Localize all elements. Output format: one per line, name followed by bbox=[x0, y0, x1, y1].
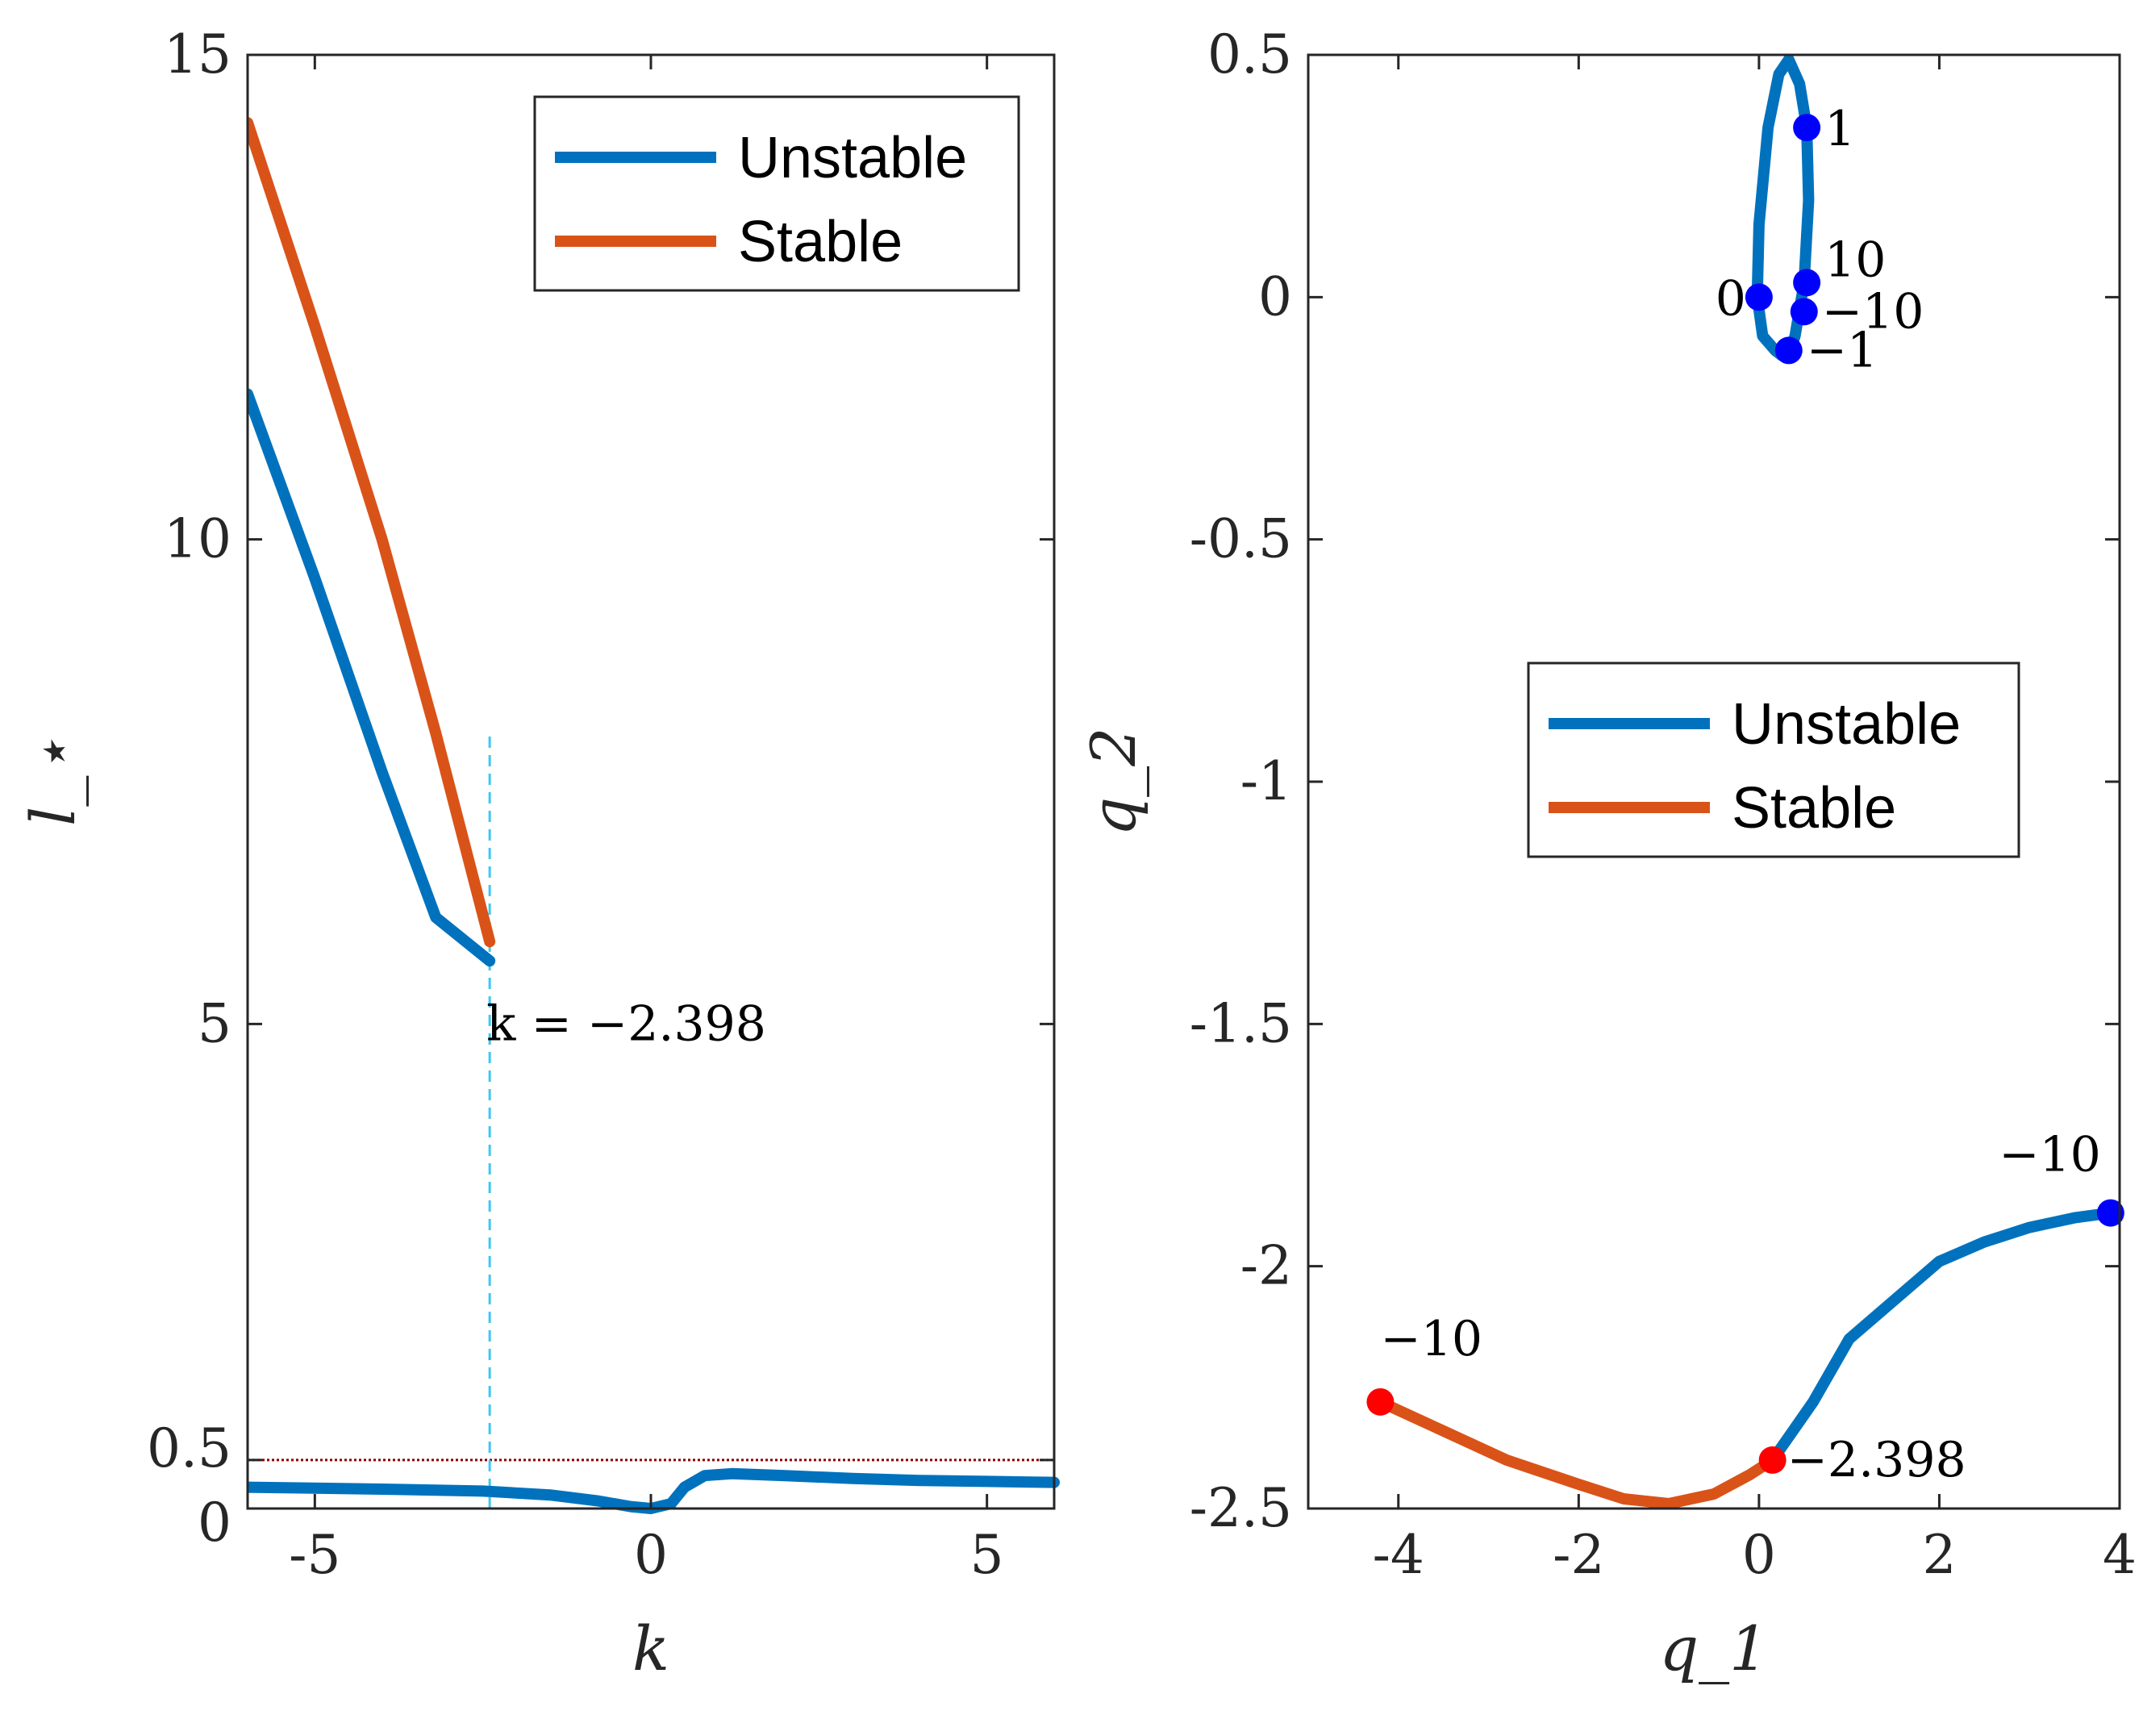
y-axis-label: q_2 bbox=[1078, 727, 1149, 836]
y-tick-label: 0 bbox=[1258, 265, 1292, 328]
y-tick-label: -2.5 bbox=[1190, 1477, 1292, 1539]
legend-label: Unstable bbox=[738, 126, 967, 190]
x-tick-label: -2 bbox=[1553, 1524, 1604, 1586]
marker-label: −10 bbox=[1380, 1311, 1482, 1367]
left-plot: k = −2.398 -5 0 5 0 0.5 5 10 15 k l_⋆ Unstable Stabl… bbox=[17, 23, 1060, 1684]
series-line-1 bbox=[248, 117, 496, 948]
series-line-2 bbox=[248, 1467, 1060, 1514]
x-tick-label: 0 bbox=[1742, 1524, 1776, 1586]
y-tick-label: -1 bbox=[1240, 750, 1292, 812]
y-tick-label: 0.5 bbox=[147, 1417, 231, 1479]
x-axis-label: k bbox=[632, 1613, 669, 1684]
marker-label: −2.398 bbox=[1787, 1432, 1966, 1488]
y-tick-label: -2 bbox=[1240, 1235, 1292, 1297]
y-tick-label: 0.5 bbox=[1207, 23, 1292, 86]
data-marker bbox=[1774, 336, 1803, 365]
data-marker bbox=[1745, 283, 1773, 311]
series-group bbox=[248, 117, 1060, 1514]
y-tick-label: -0.5 bbox=[1190, 508, 1292, 570]
x-axis-label: q_1 bbox=[1659, 1613, 1768, 1684]
x-tick-label: 2 bbox=[1922, 1524, 1956, 1586]
legend-label: Stable bbox=[1732, 776, 1896, 841]
y-tick-label: 0 bbox=[198, 1492, 231, 1554]
series-group bbox=[1374, 54, 2116, 1509]
y-tick-label: -1.5 bbox=[1190, 992, 1292, 1054]
data-marker bbox=[2096, 1199, 2124, 1227]
series-line-0 bbox=[1751, 54, 1815, 361]
data-marker bbox=[1793, 114, 1821, 142]
y-tick-label: 15 bbox=[164, 23, 231, 86]
y-tick-label: 5 bbox=[198, 992, 231, 1054]
x-tick-label: -4 bbox=[1373, 1524, 1424, 1586]
marker-label: −1 bbox=[1807, 322, 1878, 378]
x-tick-label: 0 bbox=[634, 1524, 668, 1586]
legend-label: Stable bbox=[738, 210, 903, 274]
data-marker bbox=[1793, 269, 1821, 297]
series-line-2 bbox=[1374, 1396, 1778, 1509]
data-marker bbox=[1366, 1388, 1395, 1416]
marker-label: 10 bbox=[1824, 232, 1886, 288]
y-axis-label: l_⋆ bbox=[17, 737, 89, 826]
x-tick-label: 5 bbox=[970, 1524, 1004, 1586]
series-line-1 bbox=[1766, 1207, 2116, 1466]
x-tick-label: -5 bbox=[289, 1524, 340, 1586]
legend-box bbox=[1527, 661, 2020, 858]
data-marker bbox=[1790, 298, 1818, 326]
x-tick-label: 4 bbox=[2103, 1524, 2137, 1586]
marker-label: 0 bbox=[1716, 270, 1746, 327]
marker-label: −10 bbox=[1999, 1127, 2101, 1183]
marker-label: 1 bbox=[1824, 101, 1855, 157]
marker-label: −10 bbox=[1822, 283, 1924, 340]
annotation-text: k = −2.398 bbox=[486, 995, 766, 1052]
y-tick-label: 10 bbox=[164, 508, 231, 570]
data-marker bbox=[1758, 1446, 1787, 1474]
legend-label: Unstable bbox=[1732, 692, 1961, 757]
legend-box bbox=[533, 95, 1020, 292]
series-line-0 bbox=[248, 388, 496, 967]
